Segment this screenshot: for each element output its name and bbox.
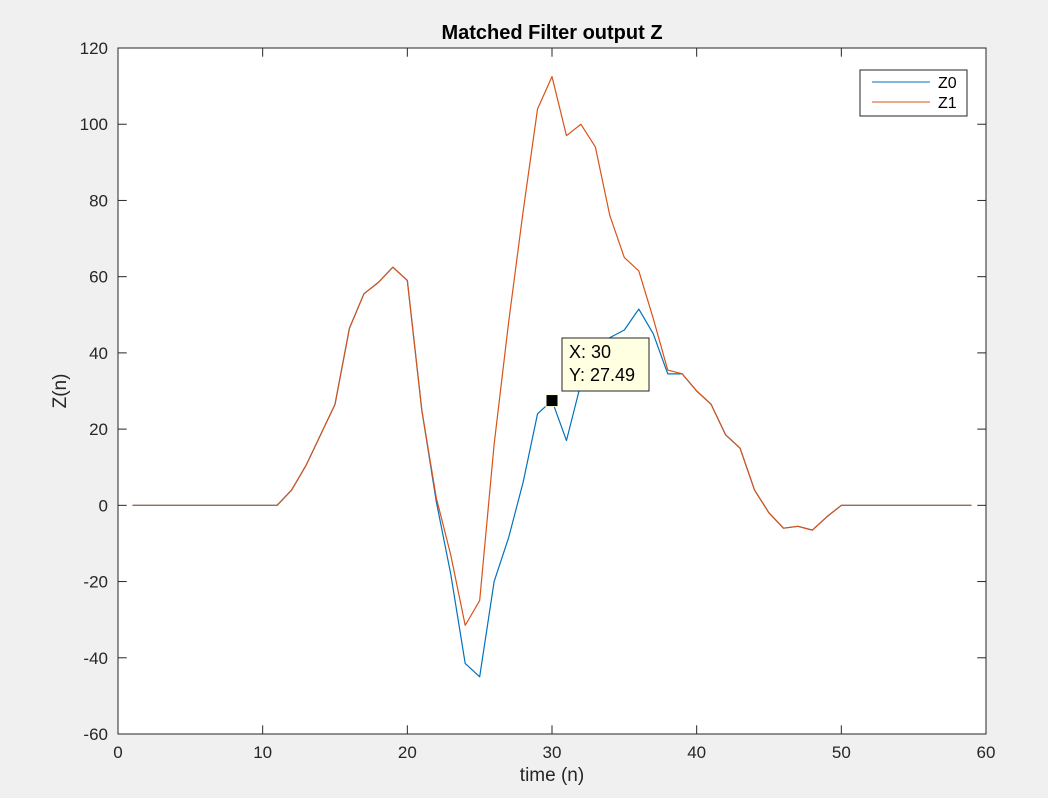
y-tick-label: 20 (89, 420, 108, 439)
datatip-marker[interactable] (545, 394, 559, 408)
datatip-box (561, 337, 650, 392)
y-tick-label: 100 (80, 115, 108, 134)
x-tick-label: 60 (977, 743, 996, 762)
y-tick-label: -20 (83, 573, 108, 592)
legend[interactable]: Z0 Z1 (859, 69, 968, 117)
datatip[interactable]: X: 30 Y: 27.49 (545, 337, 650, 408)
datatip-x-text: X: 30 (569, 342, 611, 362)
x-tick-label: 30 (543, 743, 562, 762)
x-tick-label: 0 (113, 743, 122, 762)
x-tick-label: 40 (687, 743, 706, 762)
y-tick-label: -40 (83, 649, 108, 668)
y-tick-label: 0 (99, 496, 108, 515)
y-tick-label: 120 (80, 39, 108, 58)
x-tick-label: 10 (253, 743, 272, 762)
legend-box (859, 69, 968, 117)
series-line-z1[interactable] (132, 75, 972, 626)
x-tick-label: 50 (832, 743, 851, 762)
y-tick-label: -60 (83, 725, 108, 744)
y-tick-label: 40 (89, 344, 108, 363)
datatip-y-text: Y: 27.49 (569, 365, 635, 385)
chart-title: Matched Filter output Z (441, 22, 662, 44)
ticks-layer: 0 10 20 30 40 50 60 -60 -40 -20 0 20 40 60 80 100 120 (80, 39, 996, 762)
plot-area[interactable] (118, 48, 986, 734)
y-tick-label: 80 (89, 191, 108, 210)
x-axis-label: time (n) (520, 765, 584, 786)
y-axis-label: Z(n) (50, 374, 71, 409)
y-tick-label: 60 (89, 268, 108, 287)
legend-label-z1: Z1 (938, 95, 957, 112)
x-tick-label: 20 (398, 743, 417, 762)
legend-label-z0: Z0 (938, 75, 957, 92)
